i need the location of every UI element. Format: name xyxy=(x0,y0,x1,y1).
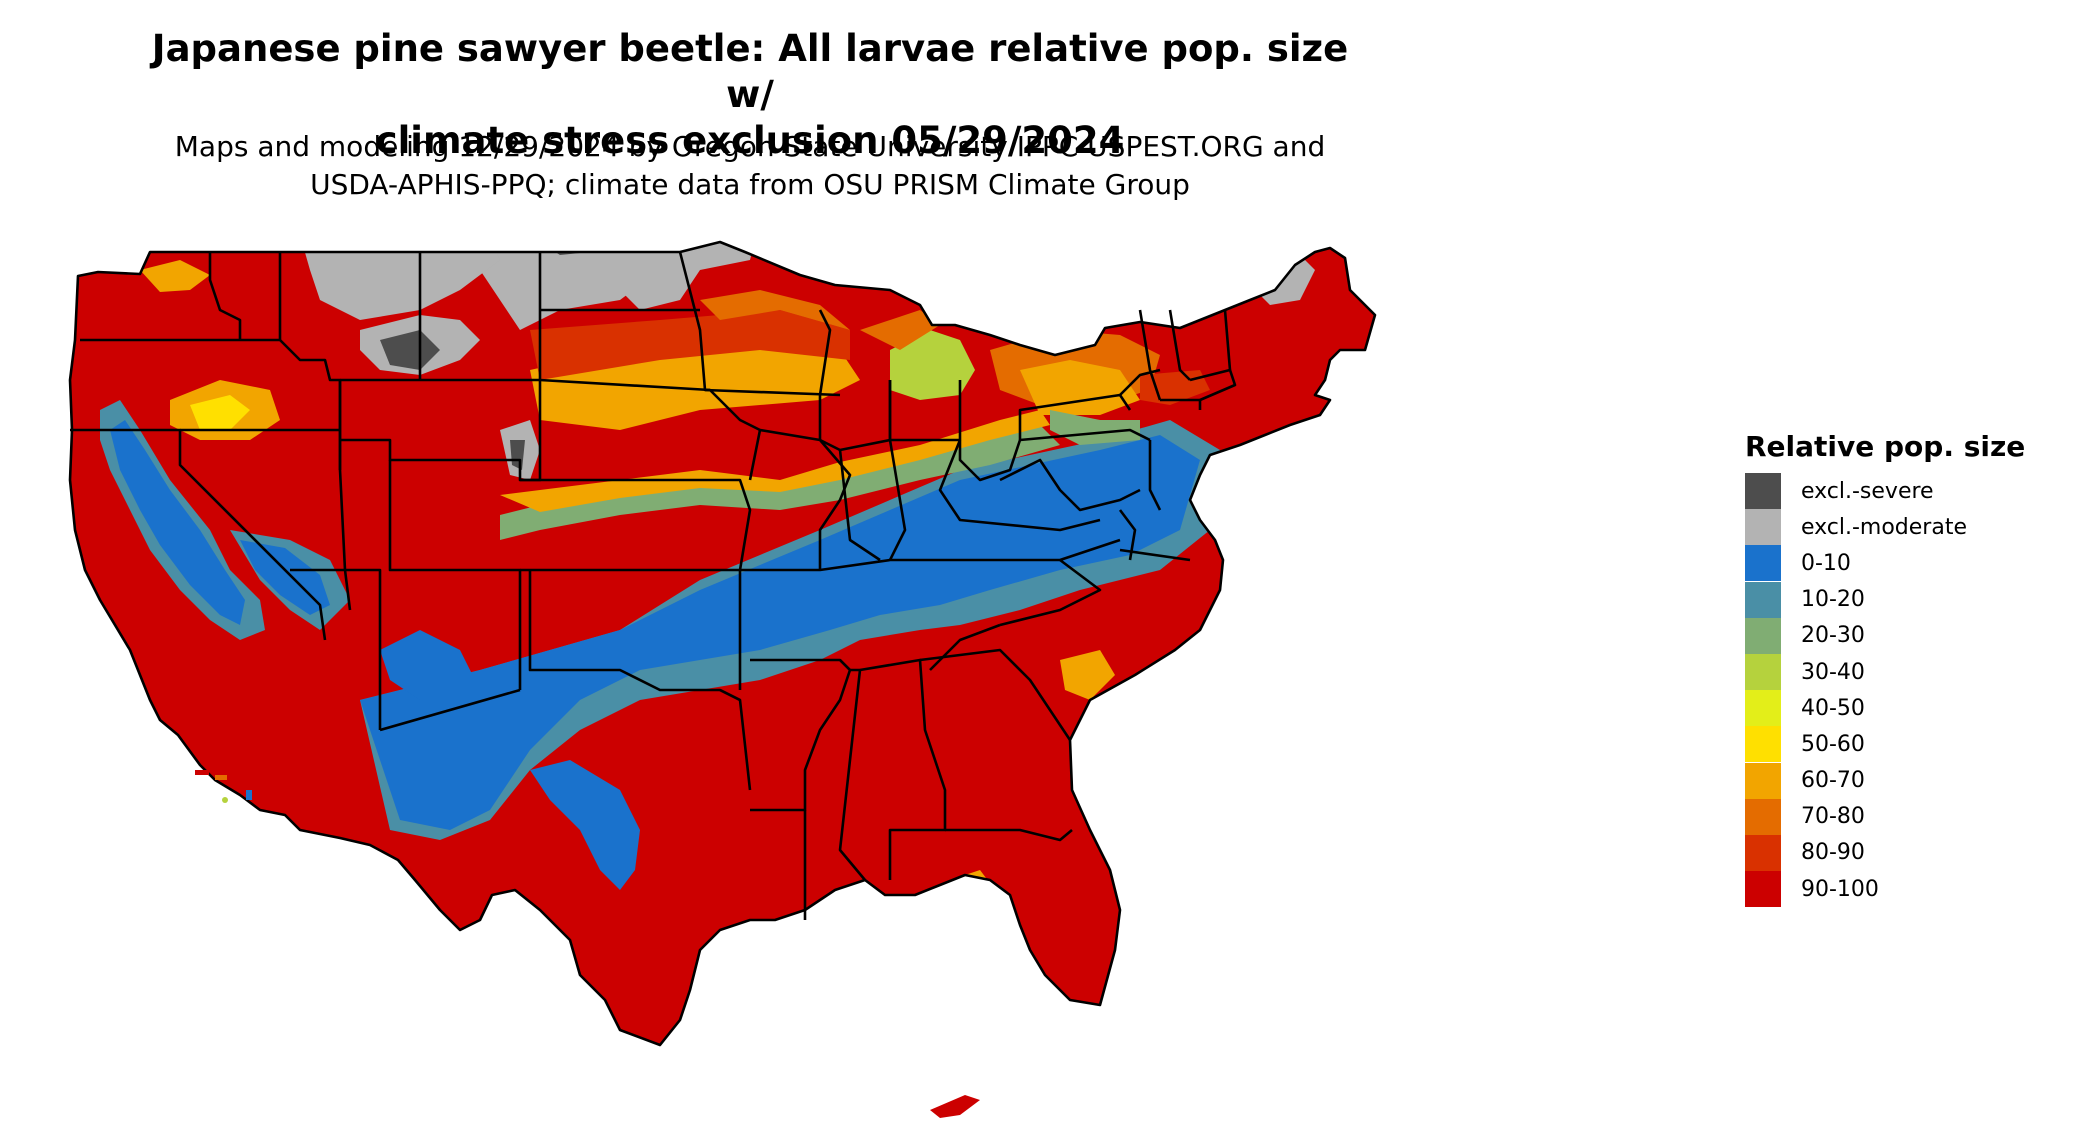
legend-label: 0-10 xyxy=(1801,550,1851,576)
map-fill-layer xyxy=(70,242,1375,1045)
legend-swatch xyxy=(1745,654,1781,691)
map-subtitle-line-1: Maps and modeling 12/29/2024 by Oregon S… xyxy=(174,130,1326,163)
legend-swatch xyxy=(1745,509,1781,546)
legend-swatch xyxy=(1745,473,1781,510)
map-legend: Relative pop. size excl.-severe excl.-mod… xyxy=(1745,430,2026,908)
map-subtitle-line-2: USDA-APHIS-PPQ; climate data from OSU PR… xyxy=(310,168,1190,201)
legend-item: 60-70 xyxy=(1745,762,2025,799)
legend-label: excl.-moderate xyxy=(1801,514,1967,540)
legend-swatch xyxy=(1745,726,1781,763)
map-subtitle: Maps and modeling 12/29/2024 by Oregon S… xyxy=(150,128,1350,204)
legend-swatch xyxy=(1745,581,1781,618)
legend-item: 50-60 xyxy=(1745,726,2025,763)
legend-label: 10-20 xyxy=(1801,587,1865,613)
legend-item: excl.-severe xyxy=(1745,473,2025,510)
legend-item: 70-80 xyxy=(1745,798,2025,835)
legend-item: 10-20 xyxy=(1745,581,2025,618)
legend-item: 30-40 xyxy=(1745,654,2025,691)
legend-label: 90-100 xyxy=(1801,876,1879,902)
legend-item: 90-100 xyxy=(1745,871,2025,908)
legend-label: 50-60 xyxy=(1801,731,1865,757)
state-boundaries xyxy=(68,240,1377,1047)
legend-label: 40-50 xyxy=(1801,695,1865,721)
legend-label: 20-30 xyxy=(1801,623,1865,649)
legend-swatch xyxy=(1745,798,1781,835)
legend-item: 0-10 xyxy=(1745,545,2025,582)
legend-item: 80-90 xyxy=(1745,834,2025,871)
map-title-line-2: climate stress exclusion 05/29/2024 xyxy=(375,119,1125,162)
legend-label: 30-40 xyxy=(1801,659,1865,685)
legend-swatch xyxy=(1745,545,1781,582)
channel-islands xyxy=(195,770,980,1118)
map-title: Japanese pine sawyer beetle: All larvae … xyxy=(150,26,1350,164)
legend-label: 70-80 xyxy=(1801,804,1865,830)
map-title-line-1: Japanese pine sawyer beetle: All larvae … xyxy=(151,27,1349,116)
us-population-map xyxy=(68,240,1377,1118)
legend-items: excl.-severe excl.-moderate 0-10 10-20 20-30… xyxy=(1745,473,2025,908)
legend-item: 20-30 xyxy=(1745,617,2025,654)
legend-swatch xyxy=(1745,871,1781,908)
legend-swatch xyxy=(1745,834,1781,871)
legend-item: 40-50 xyxy=(1745,690,2025,727)
legend-label: excl.-severe xyxy=(1801,478,1934,504)
legend-label: 60-70 xyxy=(1801,768,1865,794)
legend-label: 80-90 xyxy=(1801,840,1865,866)
legend-item: excl.-moderate xyxy=(1745,509,2025,546)
legend-swatch xyxy=(1745,690,1781,727)
legend-swatch xyxy=(1745,762,1781,799)
legend-title: Relative pop. size xyxy=(1745,430,2026,463)
legend-swatch xyxy=(1745,617,1781,654)
